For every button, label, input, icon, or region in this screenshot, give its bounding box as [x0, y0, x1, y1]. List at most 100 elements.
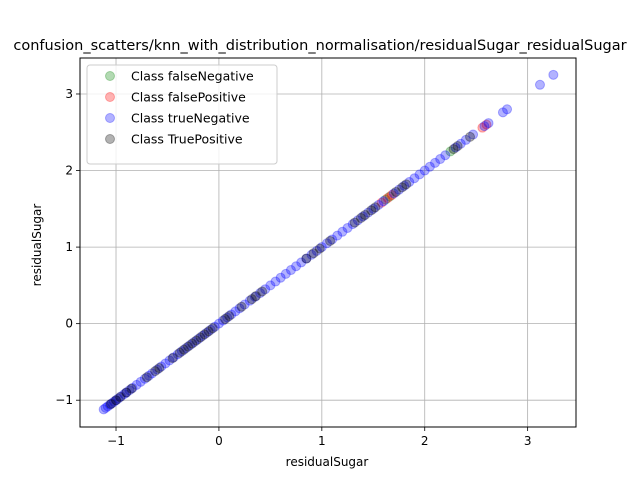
point-class-truenegative	[139, 373, 150, 384]
scatter-points	[98, 69, 559, 415]
y-axis-label: residualSugar	[30, 204, 44, 287]
legend-box	[86, 64, 278, 165]
point-class-truenegative	[111, 395, 122, 406]
point-class-falsepositive	[376, 197, 387, 208]
point-class-truepositive	[366, 205, 377, 216]
legend-marker	[105, 134, 115, 144]
point-class-truenegative	[135, 376, 146, 387]
point-class-truepositive	[105, 399, 116, 410]
y-tick-label: 0	[65, 317, 73, 331]
point-class-truenegative	[414, 169, 425, 180]
point-class-truepositive	[203, 326, 214, 337]
point-class-truepositive	[314, 243, 325, 254]
point-class-truenegative	[168, 352, 179, 363]
point-class-truenegative	[176, 346, 187, 357]
point-class-truepositive	[301, 253, 312, 264]
point-class-truenegative	[260, 284, 271, 295]
point-class-truepositive	[121, 387, 132, 398]
point-class-truenegative	[239, 299, 250, 310]
point-class-falsenegative	[380, 194, 391, 205]
point-class-truepositive	[220, 314, 231, 325]
point-class-truenegative	[147, 368, 158, 379]
point-class-truenegative	[468, 129, 479, 140]
point-class-truenegative	[280, 268, 291, 279]
point-class-truenegative	[160, 358, 171, 369]
point-class-falsepositive	[477, 122, 488, 133]
point-class-truenegative	[342, 222, 353, 233]
point-class-truenegative	[306, 249, 317, 260]
point-class-truenegative	[502, 104, 513, 115]
point-class-truepositive	[349, 217, 360, 228]
point-class-truepositive	[370, 202, 381, 213]
point-class-truepositive	[150, 366, 161, 377]
point-class-truenegative	[378, 196, 389, 207]
x-tick-label: −1	[107, 434, 125, 448]
point-class-truenegative	[327, 234, 338, 245]
point-class-truepositive	[325, 235, 336, 246]
point-class-truenegative	[296, 257, 307, 268]
point-class-truepositive	[246, 294, 257, 305]
point-class-truenegative	[193, 333, 204, 344]
point-class-truenegative	[124, 385, 135, 396]
point-class-truenegative	[316, 242, 327, 253]
point-class-truenegative	[455, 138, 466, 149]
point-class-truepositive	[390, 186, 401, 197]
point-class-truenegative	[127, 382, 138, 393]
legend-label: Class falseNegative	[131, 69, 254, 84]
plot-frame	[79, 57, 577, 428]
point-class-truepositive	[187, 338, 198, 349]
y-tick-label: −1	[55, 393, 73, 407]
point-class-falsenegative	[445, 146, 456, 157]
point-class-truenegative	[275, 272, 286, 283]
point-class-truenegative	[143, 370, 154, 381]
legend-label: Class falsePositive	[131, 90, 246, 105]
point-class-truepositive	[195, 332, 206, 343]
point-class-truepositive	[191, 335, 202, 346]
point-class-truenegative	[430, 157, 441, 168]
point-class-truenegative	[156, 361, 167, 372]
point-class-truenegative	[419, 165, 430, 176]
point-class-truenegative	[249, 291, 260, 302]
point-class-truenegative	[119, 389, 130, 400]
y-axis-ticks: −1 0 1 2 3	[55, 87, 80, 407]
point-class-truenegative	[121, 387, 132, 398]
point-class-truenegative	[388, 188, 399, 199]
point-class-truepositive	[448, 144, 459, 155]
point-class-truepositive	[257, 286, 268, 297]
point-class-truepositive	[250, 291, 261, 302]
point-class-truenegative	[172, 349, 183, 360]
legend: Class falseNegative Class falsePositive Cl…	[86, 64, 278, 165]
point-class-truenegative	[409, 173, 420, 184]
point-class-truenegative	[164, 355, 175, 366]
x-axis-label: residualSugar	[286, 455, 369, 469]
point-class-truenegative	[131, 379, 142, 390]
x-tick-label: 2	[421, 434, 429, 448]
point-class-truepositive	[207, 323, 218, 334]
point-class-truenegative	[180, 343, 191, 354]
point-class-truepositive	[360, 209, 371, 220]
point-class-truenegative	[116, 391, 127, 402]
point-class-truenegative	[100, 402, 111, 413]
point-class-truenegative	[201, 327, 212, 338]
point-class-truepositive	[178, 344, 189, 355]
point-class-truenegative	[230, 306, 241, 317]
point-class-truepositive	[126, 383, 137, 394]
point-class-truenegative	[337, 226, 348, 237]
point-class-truenegative	[285, 265, 296, 276]
y-tick-label: 2	[65, 164, 73, 178]
point-class-truepositive	[452, 141, 463, 152]
point-class-truenegative	[435, 154, 446, 165]
point-class-truenegative	[534, 79, 545, 90]
point-class-truenegative	[399, 180, 410, 191]
point-class-truenegative	[479, 121, 490, 132]
point-class-truenegative	[265, 280, 276, 291]
point-class-truenegative	[440, 150, 451, 161]
chart-title: confusion_scatters/knn_with_distribution…	[13, 38, 626, 54]
point-class-truenegative	[197, 330, 208, 341]
point-class-truenegative	[98, 404, 109, 415]
point-class-truenegative	[332, 230, 343, 241]
point-class-truenegative	[226, 309, 237, 320]
point-class-truepositive	[355, 213, 366, 224]
point-class-truenegative	[424, 161, 435, 172]
point-class-truepositive	[465, 131, 476, 142]
